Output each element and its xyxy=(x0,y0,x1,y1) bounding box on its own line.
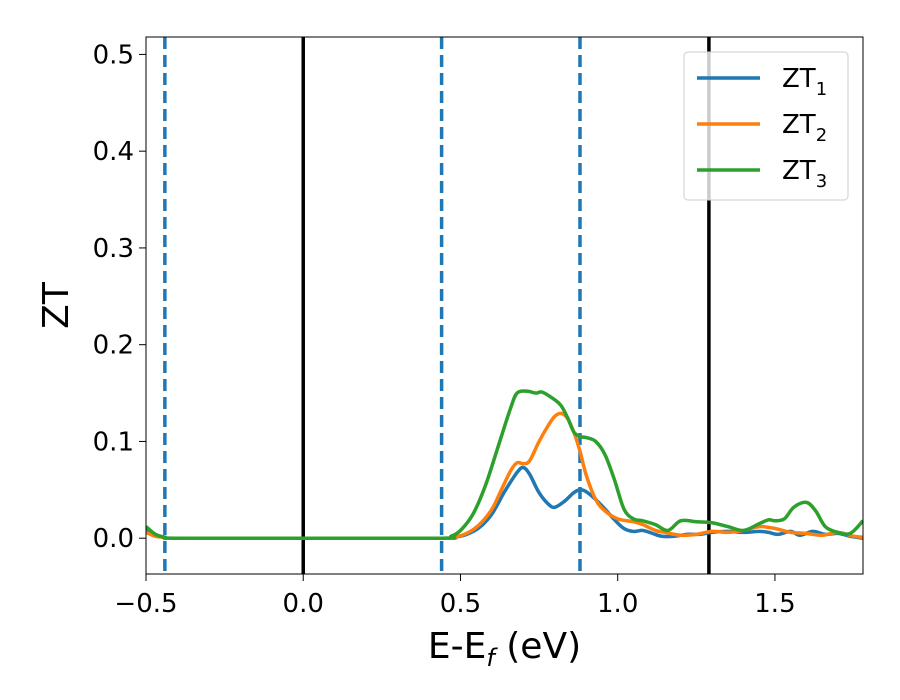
series-lines xyxy=(146,389,863,541)
legend: ZT1 ZT2 ZT3 xyxy=(683,51,849,201)
legend-box xyxy=(683,51,849,201)
legend-label-3: ZT3 xyxy=(782,156,827,192)
y-tick-label: 0.4 xyxy=(93,137,134,167)
y-axis-label: ZT xyxy=(36,281,77,329)
y-tick-label: 0.5 xyxy=(93,40,134,70)
reference-lines xyxy=(163,37,711,574)
y-tick-label: 0.2 xyxy=(93,331,134,361)
x-tick-label: 0.0 xyxy=(283,589,324,619)
series-line-2 xyxy=(146,411,863,541)
x-axis-label: E-Ef (eV) xyxy=(428,626,581,672)
legend-label-1: ZT1 xyxy=(782,64,827,100)
x-tick-label: 1.0 xyxy=(597,589,638,619)
x-tick-label: −0.5 xyxy=(114,589,177,619)
y-tick-label: 0.3 xyxy=(93,234,134,264)
y-tick-label: 0.0 xyxy=(93,524,134,554)
series-line-3 xyxy=(146,389,863,541)
plot-frame xyxy=(145,36,864,575)
x-axis-ticks: −0.5 0.0 0.5 1.0 1.5 xyxy=(114,574,796,619)
x-tick-label: 0.5 xyxy=(440,589,481,619)
y-axis-ticks: 0.0 0.1 0.2 0.3 0.4 0.5 xyxy=(93,40,146,554)
x-axis-label-main: E-E xyxy=(428,626,486,667)
x-axis-label-unit: (eV) xyxy=(495,626,581,667)
x-tick-label: 1.5 xyxy=(754,589,795,619)
y-tick-label: 0.1 xyxy=(93,427,134,457)
legend-label-2: ZT2 xyxy=(782,110,827,146)
